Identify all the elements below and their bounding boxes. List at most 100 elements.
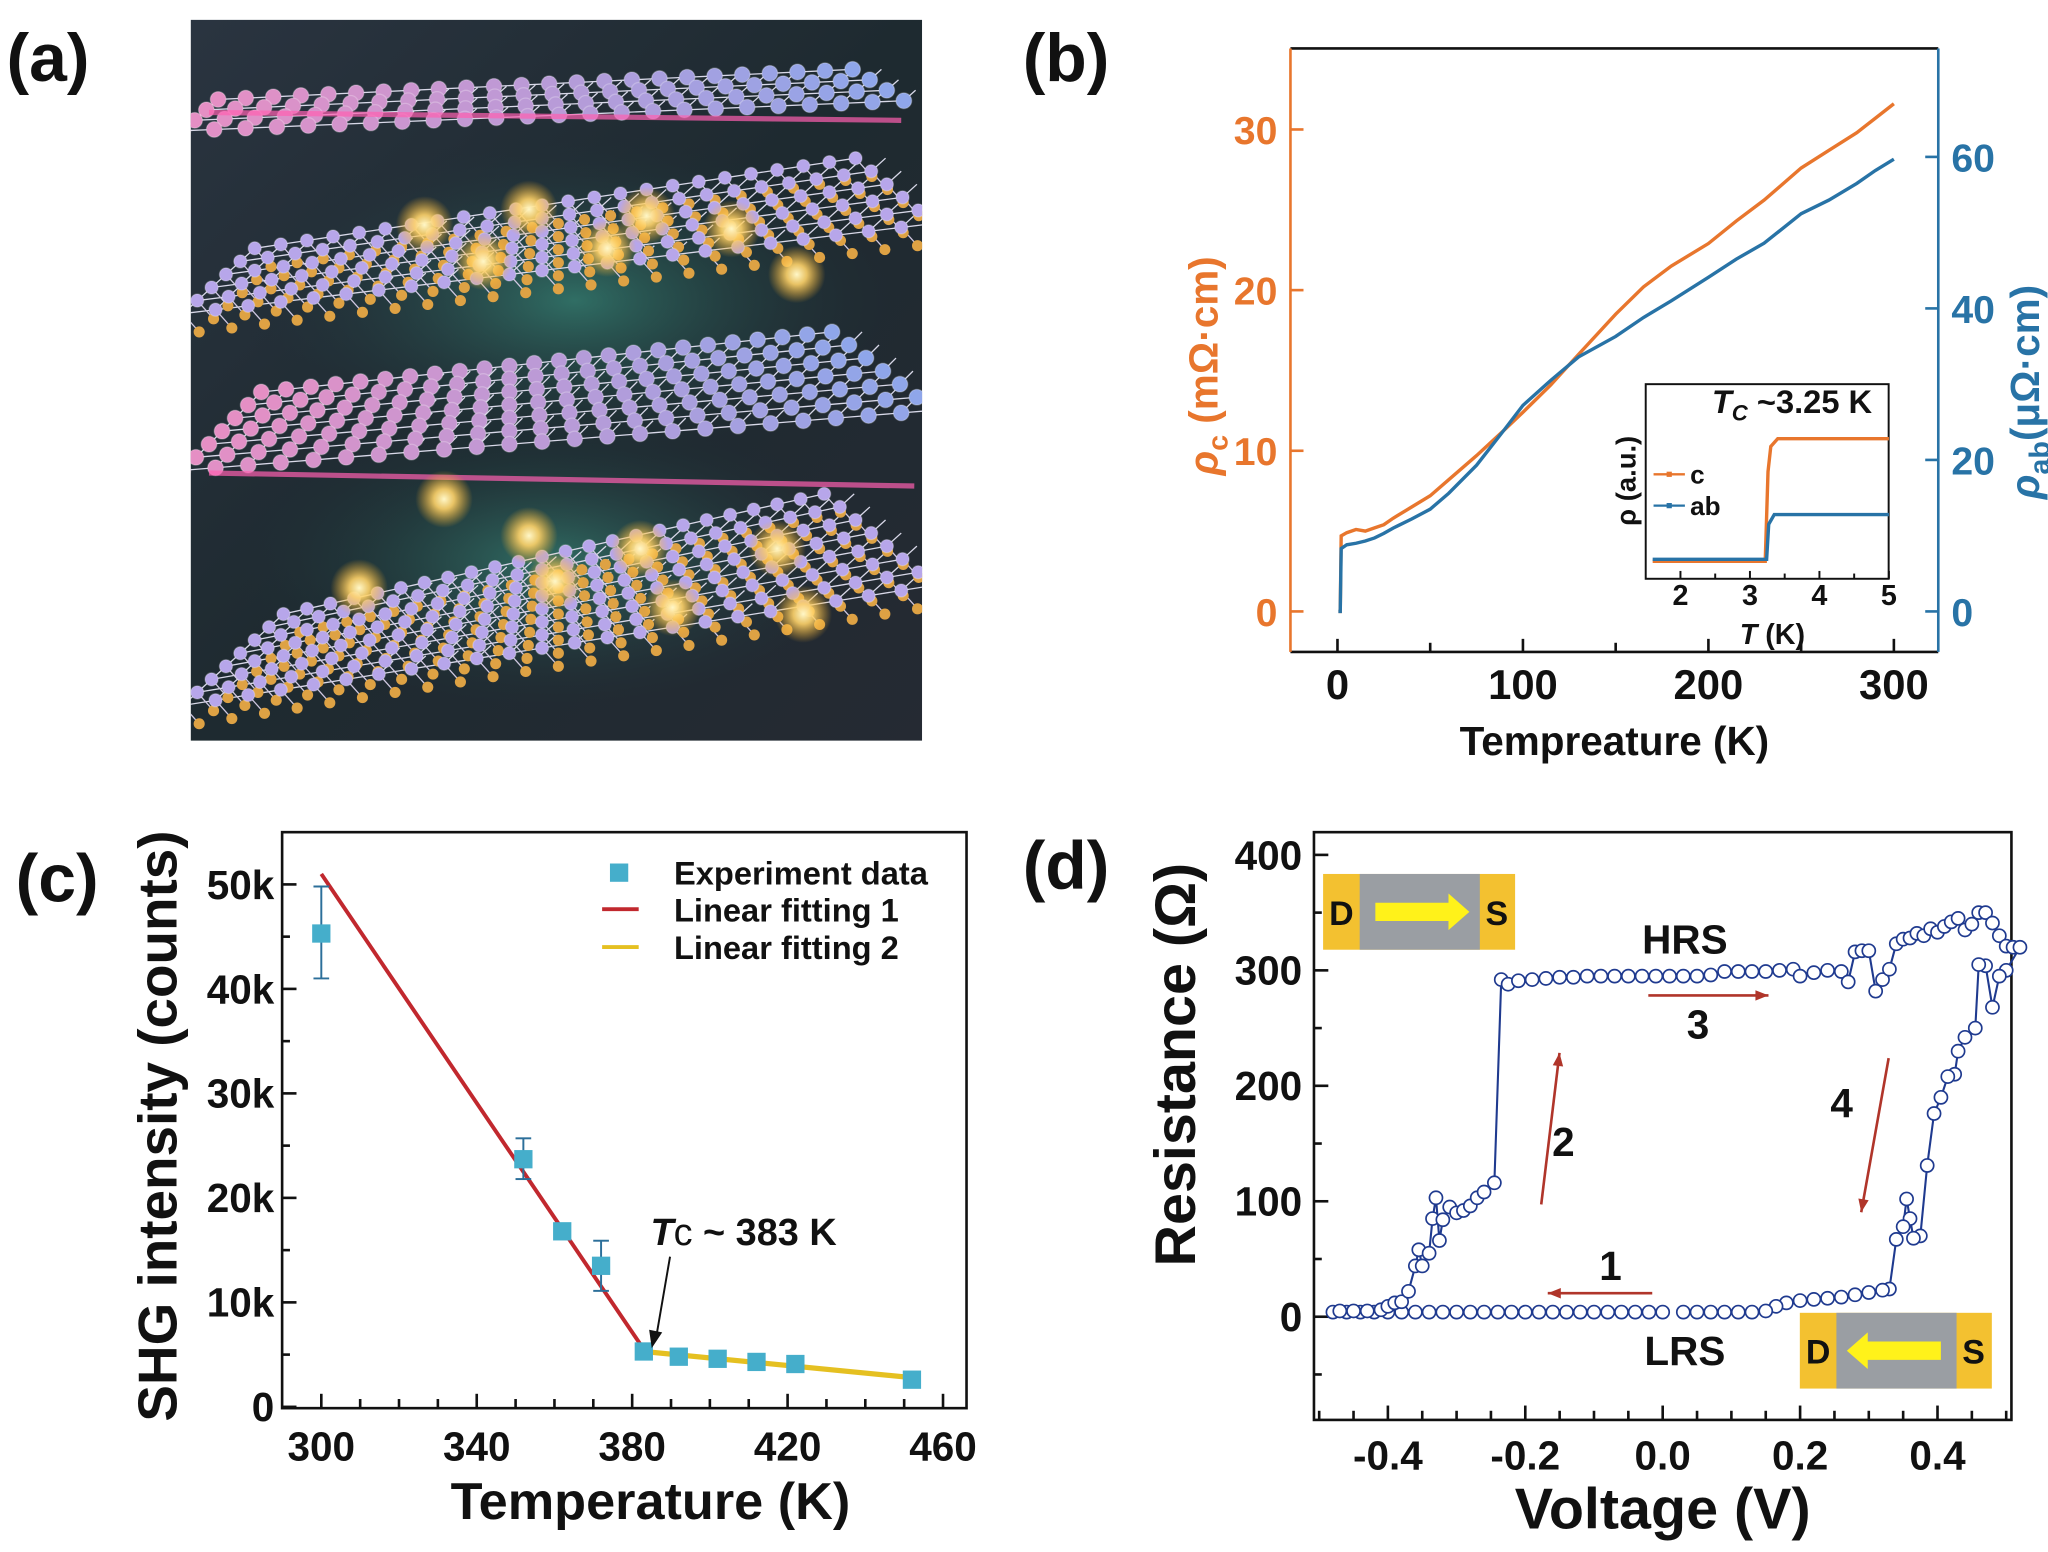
glowing-electron: [578, 219, 637, 278]
data-point: [1552, 969, 1568, 985]
atom: [929, 585, 940, 596]
data-point: [786, 1354, 805, 1374]
data-point: [1559, 1304, 1574, 1320]
atom: [618, 275, 630, 287]
atom: [822, 518, 837, 533]
atom: [422, 298, 434, 311]
atom: [305, 266, 318, 278]
subscript: C: [1732, 401, 1749, 426]
atom: [631, 357, 649, 375]
data-point: [1957, 1029, 1973, 1045]
atom: [610, 611, 622, 623]
panel-a-illustration: [190, 19, 940, 741]
x-tick-label: 0.0: [1635, 1433, 1691, 1479]
atom: [773, 328, 791, 346]
y-right-tick-label: 20: [1951, 440, 1995, 483]
data-point: [1950, 911, 1966, 926]
atom: [306, 677, 321, 692]
y-tick-label: 40k: [207, 966, 275, 1012]
data-point: [1806, 1292, 1822, 1307]
atom: [315, 277, 330, 293]
data-point: [1662, 968, 1677, 984]
atom: [436, 275, 452, 290]
atom: [796, 231, 811, 247]
atom: [848, 512, 863, 528]
data-point: [1401, 1283, 1416, 1299]
atom: [396, 673, 408, 685]
atom: [477, 612, 492, 627]
atom: [524, 626, 536, 638]
atom: [500, 435, 518, 453]
atom: [452, 222, 467, 238]
atom: [440, 570, 456, 585]
atom: [733, 66, 751, 84]
atom: [757, 87, 775, 104]
atom: [717, 538, 733, 554]
atom: [691, 544, 706, 559]
y-tick-label: 100: [1235, 1179, 1303, 1225]
atom: [775, 357, 793, 375]
atom: [190, 127, 192, 135]
atom: [492, 645, 504, 657]
inset-y-axis-title: ρ (a.u.): [1610, 436, 1641, 526]
atom: [624, 599, 640, 614]
atom: [315, 630, 330, 645]
atom: [860, 407, 878, 424]
atom: [521, 274, 533, 286]
atom: [793, 188, 808, 204]
glowing-electron: [768, 245, 826, 304]
atom: [190, 467, 192, 474]
atom: [317, 621, 329, 633]
atom: [749, 331, 767, 349]
atom: [208, 705, 220, 717]
atom: [370, 234, 385, 249]
atom: [720, 362, 738, 380]
data-point: [1971, 957, 1987, 972]
atom: [865, 557, 880, 572]
data-point: [1950, 1043, 1966, 1059]
polarization-arrow-left-icon: [1846, 1332, 1941, 1369]
atom: [715, 583, 730, 598]
atom: [302, 378, 320, 396]
atom: [327, 375, 345, 393]
atom: [822, 549, 837, 564]
atom: [240, 687, 256, 703]
atom: [482, 205, 497, 221]
atom: [552, 621, 564, 633]
inset-x-axis-title: T (K): [1740, 619, 1805, 651]
legend-label: Experiment data: [674, 854, 929, 891]
atom: [861, 224, 876, 239]
atom: [707, 570, 722, 585]
atom: [404, 279, 419, 294]
atom: [699, 187, 714, 202]
atom: [748, 629, 760, 641]
atom: [861, 588, 876, 603]
atom: [788, 341, 806, 359]
atom: [912, 240, 923, 252]
atom: [699, 512, 714, 528]
atom: [836, 168, 851, 183]
atom: [560, 194, 576, 209]
atom: [650, 271, 662, 283]
atom: [284, 281, 299, 296]
atom: [566, 430, 584, 448]
value: ~3.25 K: [1748, 383, 1873, 420]
atom: [333, 684, 345, 696]
atom: [685, 217, 700, 232]
atom: [474, 625, 490, 640]
data-point: [1833, 1289, 1849, 1305]
glowing-electron: [526, 552, 584, 611]
atom: [364, 293, 376, 305]
atom: [247, 263, 262, 278]
data-point: [1517, 1304, 1533, 1320]
atom: [628, 612, 644, 627]
atom: [204, 672, 219, 687]
atom: [247, 653, 262, 669]
atom: [250, 443, 268, 461]
atom: [378, 653, 393, 669]
atom: [218, 659, 234, 674]
legend-label-c: c: [1690, 459, 1705, 489]
atom: [312, 438, 330, 456]
x-tick-label: -0.2: [1490, 1433, 1560, 1479]
atom: [273, 682, 288, 697]
